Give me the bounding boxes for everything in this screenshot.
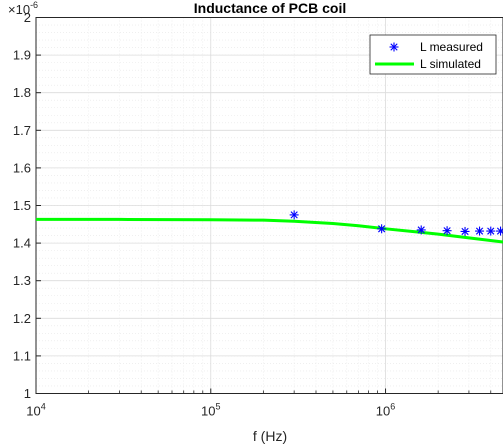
x-tick-label: 105 <box>201 402 220 419</box>
legend-entry-measured: L measured <box>420 40 483 54</box>
tick-marks <box>35 17 492 394</box>
x-axis-label: f (Hz) <box>253 428 287 444</box>
marker-stroke <box>487 227 495 235</box>
legend-entry-simulated: L simulated <box>420 57 481 71</box>
y-tick-label: 1.8 <box>13 85 31 100</box>
series-line-simulated <box>36 217 503 244</box>
y-tick-label: 1.2 <box>13 311 31 326</box>
y-tick-label: 1.6 <box>13 160 31 175</box>
y-tick-label: 1.4 <box>13 236 31 251</box>
y-tick-label: 1.1 <box>13 348 31 363</box>
data-point-measured <box>475 226 485 236</box>
x-tick-exponent: 6 <box>390 402 395 412</box>
y-multiplier-exponent: -6 <box>30 0 38 10</box>
chart-title: Inductance of PCB coil <box>194 0 346 16</box>
x-tick-base: 10 <box>376 404 390 419</box>
legend-box <box>369 34 497 75</box>
x-tick-base: 10 <box>201 404 215 419</box>
marker-stroke <box>290 211 298 219</box>
data-point-measured <box>377 224 387 234</box>
y-tick-label: 1.9 <box>13 48 31 63</box>
y-tick-label: 1.7 <box>13 123 31 138</box>
data-point-measured <box>289 210 299 220</box>
y-multiplier-base: ×10 <box>8 2 30 17</box>
marker-stroke <box>390 43 398 51</box>
legend: L measured L simulated <box>369 34 497 75</box>
legend-star-marker <box>389 42 399 52</box>
y-axis-multiplier: ×10-6 <box>8 0 38 17</box>
y-tick-label: 1.5 <box>13 198 31 213</box>
marker-stroke <box>417 226 425 234</box>
x-tick-label: 104 <box>26 402 45 419</box>
marker-stroke <box>443 227 451 235</box>
marker-stroke <box>378 225 386 233</box>
x-tick-label: 106 <box>376 402 395 419</box>
marker-stroke <box>461 227 469 236</box>
x-tick-exponent: 5 <box>215 402 220 412</box>
y-tick-label: 1.3 <box>13 273 31 288</box>
x-tick-exponent: 4 <box>41 402 46 412</box>
y-tick-label: 1 <box>24 386 31 401</box>
y-tick-label: 2 <box>24 10 31 25</box>
data-point-measured <box>486 226 496 236</box>
data-point-measured <box>416 225 426 235</box>
data-point-measured <box>442 226 452 236</box>
legend-marker-symbol <box>389 42 399 52</box>
marker-stroke <box>475 227 484 235</box>
x-tick-base: 10 <box>26 404 40 419</box>
data-point-measured <box>460 226 470 236</box>
